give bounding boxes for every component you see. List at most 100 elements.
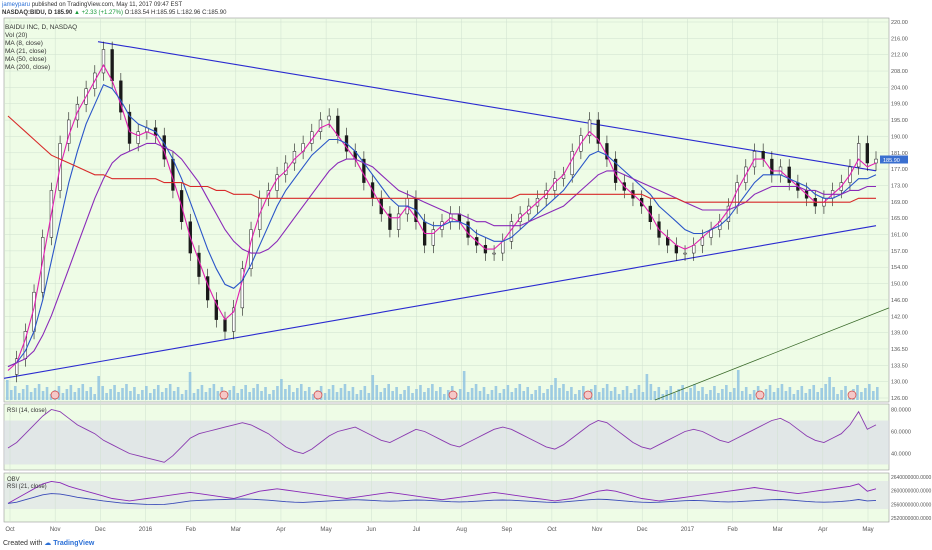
y-tick-label: 169.00 bbox=[891, 200, 908, 206]
candle-body bbox=[388, 213, 392, 230]
obv-y-tick: 2520000000.0000 bbox=[891, 516, 932, 522]
volume-bar bbox=[470, 388, 474, 400]
last-price-tag bbox=[880, 155, 908, 164]
volume-bar bbox=[566, 391, 569, 400]
legend-ma8[interactable]: MA (8, close) bbox=[5, 40, 43, 47]
volume-bar bbox=[395, 387, 398, 400]
volume-bar bbox=[645, 374, 649, 400]
y-tick-label: 154.00 bbox=[891, 265, 908, 271]
indicator-legend: BAIDU INC, D, NASDAQ Vol (20) MA (8, clo… bbox=[5, 24, 77, 72]
volume-bar bbox=[184, 390, 188, 400]
volume-bar bbox=[141, 390, 144, 400]
author-link[interactable]: jameyparu bbox=[2, 2, 31, 8]
volume-bar bbox=[828, 377, 831, 400]
volume-bar bbox=[415, 389, 418, 400]
volume-bar bbox=[280, 379, 283, 400]
volume-bar bbox=[800, 386, 804, 400]
volume-bar bbox=[125, 384, 128, 400]
x-tick-label: 2017 bbox=[681, 527, 695, 533]
x-tick-label: Apr bbox=[276, 527, 285, 533]
volume-bar bbox=[311, 394, 315, 400]
x-tick-label: Nov bbox=[592, 527, 603, 533]
volume-bar bbox=[812, 385, 816, 400]
y-tick-label: 126.00 bbox=[891, 396, 908, 402]
volume-bar bbox=[113, 385, 116, 400]
chart-header: jameyparu published on TradingView.com, … bbox=[2, 1, 702, 17]
candle-body bbox=[674, 244, 679, 254]
volume-bar bbox=[61, 393, 65, 400]
volume-bar bbox=[172, 391, 176, 400]
legend-ma21[interactable]: MA (21, close) bbox=[5, 48, 47, 55]
y-tick-label: 150.00 bbox=[891, 282, 908, 288]
volume-bar bbox=[462, 371, 466, 400]
volume-bar bbox=[744, 387, 748, 400]
legend-ma200[interactable]: MA (200, close) bbox=[5, 64, 51, 71]
earnings-marker-icon bbox=[755, 390, 765, 400]
volume-bar bbox=[343, 384, 347, 400]
volume-bar bbox=[522, 391, 526, 400]
volume-bar bbox=[768, 385, 772, 400]
volume-bar bbox=[212, 384, 216, 400]
volume-bar bbox=[486, 394, 490, 400]
candle-body bbox=[41, 237, 45, 293]
volume-bar bbox=[160, 392, 164, 400]
volume-bar bbox=[693, 384, 696, 400]
volume-bar bbox=[6, 380, 9, 400]
y-tick-label: 204.00 bbox=[891, 85, 908, 91]
volume-bar bbox=[613, 387, 617, 400]
volume-bar bbox=[446, 390, 450, 400]
volume-bar bbox=[81, 384, 85, 400]
y-tick-label: 161.00 bbox=[891, 233, 908, 239]
volume-bar bbox=[725, 385, 728, 400]
volume-bar bbox=[498, 393, 502, 400]
volume-bar bbox=[359, 390, 363, 400]
footer-prefix: Created with bbox=[3, 540, 43, 547]
x-tick-label: Apr bbox=[818, 527, 827, 533]
volume-bar bbox=[411, 393, 414, 400]
price-change: ▲ +2.33 (+1.27%) bbox=[74, 10, 123, 16]
y-tick-label: 208.00 bbox=[891, 69, 908, 75]
candle-body bbox=[457, 213, 462, 222]
y-tick-label: 220.00 bbox=[891, 20, 908, 26]
volume-bar bbox=[788, 387, 792, 400]
volume-bar bbox=[510, 392, 514, 400]
footer-brand[interactable]: TradingView bbox=[53, 540, 95, 547]
volume-bar bbox=[518, 384, 522, 400]
candle-body bbox=[240, 268, 245, 309]
legend-vol[interactable]: Vol (20) bbox=[5, 32, 28, 39]
series-line-ma-200-close- bbox=[7, 115, 876, 203]
volume-bar bbox=[713, 386, 716, 400]
volume-bar bbox=[152, 389, 156, 400]
volume-bar bbox=[268, 394, 271, 400]
volume-bar bbox=[629, 393, 633, 400]
volume-bar bbox=[868, 384, 871, 400]
volume-bar bbox=[808, 389, 812, 400]
volume-bar bbox=[292, 392, 295, 400]
volume-bar bbox=[383, 388, 386, 400]
volume-bar bbox=[307, 387, 311, 400]
volume-bar bbox=[514, 388, 518, 400]
legend-ma50[interactable]: MA (50, close) bbox=[5, 56, 47, 63]
volume-bar bbox=[105, 393, 108, 400]
volume-bar bbox=[109, 389, 112, 400]
y-tick-label: 199.00 bbox=[891, 102, 908, 108]
volume-bar bbox=[772, 392, 776, 400]
y-tick-label: 165.00 bbox=[891, 216, 908, 222]
volume-bar bbox=[578, 390, 581, 400]
volume-bar bbox=[792, 394, 796, 400]
volume-bar bbox=[784, 391, 788, 400]
volume-bar bbox=[776, 388, 780, 400]
volume-bar bbox=[832, 387, 835, 400]
volume-bar bbox=[494, 386, 498, 400]
volume-bar bbox=[689, 388, 692, 400]
candle-body bbox=[587, 119, 592, 136]
volume-bar bbox=[836, 394, 839, 400]
volume-bar bbox=[649, 384, 653, 400]
volume-bar bbox=[121, 388, 124, 400]
volume-bar bbox=[85, 391, 89, 400]
volume-bar bbox=[17, 393, 21, 400]
x-tick-label: Oct bbox=[547, 527, 557, 533]
volume-bar bbox=[423, 392, 426, 400]
volume-bar bbox=[351, 387, 355, 400]
volume-bar bbox=[264, 387, 267, 400]
